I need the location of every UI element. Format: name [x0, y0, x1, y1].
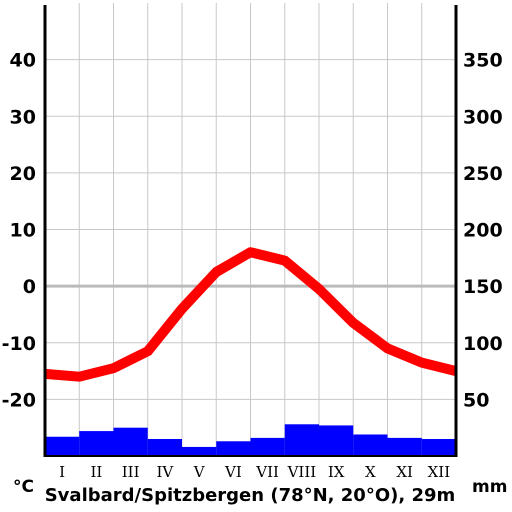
month-label: VI — [224, 463, 242, 481]
grid — [45, 3, 456, 456]
precip-bar — [319, 425, 354, 456]
axes — [43, 5, 458, 457]
temperature-tick: 10 — [10, 220, 36, 242]
month-label: X — [365, 463, 376, 481]
temperature-tick: 0 — [23, 276, 36, 298]
precipitation-tick-labels: 350 300 250 200 150 100 50 — [463, 50, 503, 412]
precip-bar — [216, 441, 251, 456]
temperature-unit: °C — [13, 477, 34, 497]
precip-bar — [45, 436, 80, 456]
month-label: VIII — [287, 463, 317, 481]
temperature-tick-labels: 40 30 20 10 0 -10 -20 — [2, 50, 36, 412]
precipitation-tick: 200 — [463, 220, 503, 242]
month-labels: I II III IV V VI VII VIII IX X XI XII — [59, 463, 450, 481]
precipitation-tick: 100 — [463, 333, 503, 355]
month-label: IV — [156, 463, 174, 481]
precipitation-bars — [45, 424, 456, 456]
month-label: III — [122, 463, 140, 481]
chart-title: Svalbard/Spitzbergen (78°N, 20°O), 29m — [45, 485, 456, 506]
precip-bar — [284, 424, 319, 456]
month-label: XII — [428, 463, 451, 481]
precipitation-unit: mm — [472, 477, 507, 497]
temperature-tick: 20 — [10, 163, 36, 185]
month-label: V — [193, 463, 206, 481]
precip-bar — [182, 446, 217, 456]
precip-bar — [113, 427, 148, 456]
temperature-tick: 40 — [10, 50, 36, 72]
temperature-tick: 30 — [10, 106, 36, 128]
precip-bar — [353, 434, 388, 456]
month-label: IX — [328, 463, 345, 481]
precip-bar — [79, 431, 114, 456]
month-label: I — [59, 463, 65, 481]
temperature-line — [44, 247, 458, 382]
precip-bar — [387, 437, 422, 456]
month-label: VII — [255, 463, 279, 481]
precipitation-tick: 300 — [463, 106, 503, 128]
precip-bar — [250, 437, 285, 456]
precipitation-tick: 50 — [463, 389, 489, 411]
precipitation-tick: 150 — [463, 276, 503, 298]
precip-bar — [421, 439, 456, 456]
temperature-tick: -10 — [2, 333, 36, 355]
precipitation-tick: 250 — [463, 163, 503, 185]
precipitation-tick: 350 — [463, 50, 503, 72]
temperature-tick: -20 — [2, 389, 36, 411]
month-label: XI — [396, 463, 413, 481]
precip-bar — [147, 439, 182, 456]
temperature-line-group — [44, 247, 458, 382]
month-label: II — [90, 463, 102, 481]
